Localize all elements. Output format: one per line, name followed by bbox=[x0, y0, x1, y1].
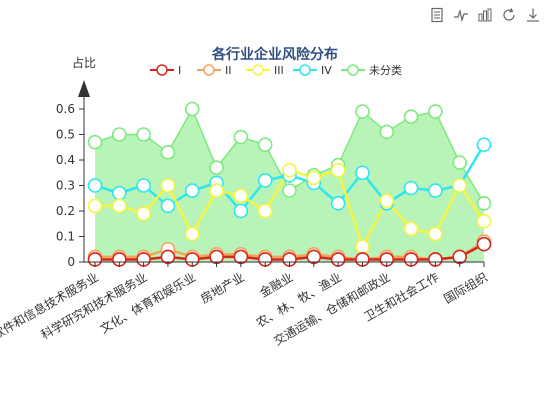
data-point[interactable] bbox=[233, 188, 249, 203]
legend-label[interactable]: I bbox=[178, 64, 181, 77]
data-point[interactable] bbox=[112, 185, 127, 201]
data-point[interactable] bbox=[87, 198, 103, 214]
y-axis-label: 占比 bbox=[72, 55, 96, 70]
data-point[interactable] bbox=[136, 127, 151, 142]
data-point[interactable] bbox=[87, 134, 103, 150]
legend-marker[interactable] bbox=[156, 64, 168, 76]
data-point[interactable] bbox=[355, 104, 370, 119]
data-point[interactable] bbox=[209, 249, 224, 265]
x-tick-label: 信息传输、软件和信息技术服务业 bbox=[0, 269, 101, 372]
data-point[interactable] bbox=[428, 104, 443, 119]
legend-label[interactable]: IV bbox=[321, 64, 332, 77]
legend-label[interactable]: 未分类 bbox=[369, 63, 402, 77]
save-image-icon[interactable] bbox=[524, 6, 542, 24]
y-axis-arrow bbox=[78, 80, 90, 97]
x-tick-label: 金融业 bbox=[257, 269, 296, 300]
line-chart-icon[interactable] bbox=[452, 6, 470, 24]
data-point[interactable] bbox=[452, 178, 467, 193]
legend-label[interactable]: III bbox=[274, 64, 284, 77]
x-tick-label: 国际组织 bbox=[441, 270, 490, 306]
data-point[interactable] bbox=[136, 178, 151, 193]
data-point[interactable] bbox=[355, 165, 370, 181]
data-point[interactable] bbox=[136, 206, 151, 221]
bar-chart-icon[interactable] bbox=[476, 6, 494, 24]
data-point[interactable] bbox=[233, 203, 249, 219]
legend-marker[interactable] bbox=[203, 64, 215, 76]
data-point[interactable] bbox=[476, 213, 492, 229]
data-point[interactable] bbox=[403, 221, 419, 237]
restore-icon[interactable] bbox=[500, 6, 518, 24]
data-point[interactable] bbox=[403, 109, 419, 124]
data-point[interactable] bbox=[379, 124, 395, 140]
legend-label[interactable]: II bbox=[225, 64, 232, 77]
y-tick-label: 0.1 bbox=[56, 230, 75, 244]
data-point[interactable] bbox=[87, 178, 103, 193]
data-point[interactable] bbox=[282, 162, 297, 178]
data-point[interactable] bbox=[184, 183, 200, 198]
data-point[interactable] bbox=[476, 137, 492, 152]
x-tick-label: 房地产业 bbox=[198, 269, 247, 306]
data-point[interactable] bbox=[476, 196, 492, 211]
data-point[interactable] bbox=[160, 145, 176, 160]
data-point[interactable] bbox=[257, 173, 273, 188]
data-point[interactable] bbox=[257, 137, 273, 152]
y-tick-label: 0.2 bbox=[56, 204, 75, 218]
data-point[interactable] bbox=[160, 198, 176, 214]
data-point[interactable] bbox=[209, 160, 224, 175]
y-tick-label: 0.3 bbox=[56, 179, 75, 193]
axis-layer: 占比 bbox=[72, 55, 484, 263]
data-point[interactable] bbox=[112, 127, 127, 142]
data-point[interactable] bbox=[379, 193, 395, 209]
series-layer bbox=[87, 101, 492, 267]
data-point[interactable] bbox=[184, 226, 200, 242]
data-view-icon[interactable] bbox=[428, 6, 446, 24]
data-point[interactable] bbox=[233, 129, 249, 145]
data-point[interactable] bbox=[160, 249, 176, 265]
data-point[interactable] bbox=[112, 198, 127, 214]
y-tick-label: 0.5 bbox=[56, 128, 75, 142]
data-point[interactable] bbox=[184, 101, 200, 117]
data-point[interactable] bbox=[306, 170, 322, 186]
data-point[interactable] bbox=[330, 196, 346, 211]
data-point[interactable] bbox=[282, 183, 297, 198]
data-point[interactable] bbox=[428, 226, 443, 242]
data-point[interactable] bbox=[160, 178, 176, 193]
data-point[interactable] bbox=[306, 249, 322, 265]
data-point[interactable] bbox=[476, 236, 492, 252]
y-tick-label: 0 bbox=[67, 255, 75, 269]
series-area-unclassified bbox=[95, 109, 484, 262]
legend-marker[interactable] bbox=[252, 64, 264, 76]
data-point[interactable] bbox=[257, 203, 273, 219]
data-point[interactable] bbox=[452, 249, 467, 265]
data-point[interactable] bbox=[330, 162, 346, 178]
legend-marker[interactable] bbox=[299, 64, 311, 76]
data-point[interactable] bbox=[403, 180, 419, 196]
chart-toolbox bbox=[428, 6, 542, 24]
data-point[interactable] bbox=[233, 249, 249, 265]
chart-title: 各行业企业风险分布 bbox=[211, 46, 338, 63]
legend-marker[interactable] bbox=[347, 64, 359, 76]
data-point[interactable] bbox=[428, 183, 443, 198]
y-tick-label: 0.4 bbox=[56, 153, 75, 167]
y-tick-label: 0.6 bbox=[56, 102, 75, 116]
data-point[interactable] bbox=[209, 183, 224, 198]
chart-legend: I II III IV 未分类 bbox=[150, 63, 402, 77]
data-point[interactable] bbox=[355, 239, 370, 254]
data-point[interactable] bbox=[452, 155, 467, 170]
